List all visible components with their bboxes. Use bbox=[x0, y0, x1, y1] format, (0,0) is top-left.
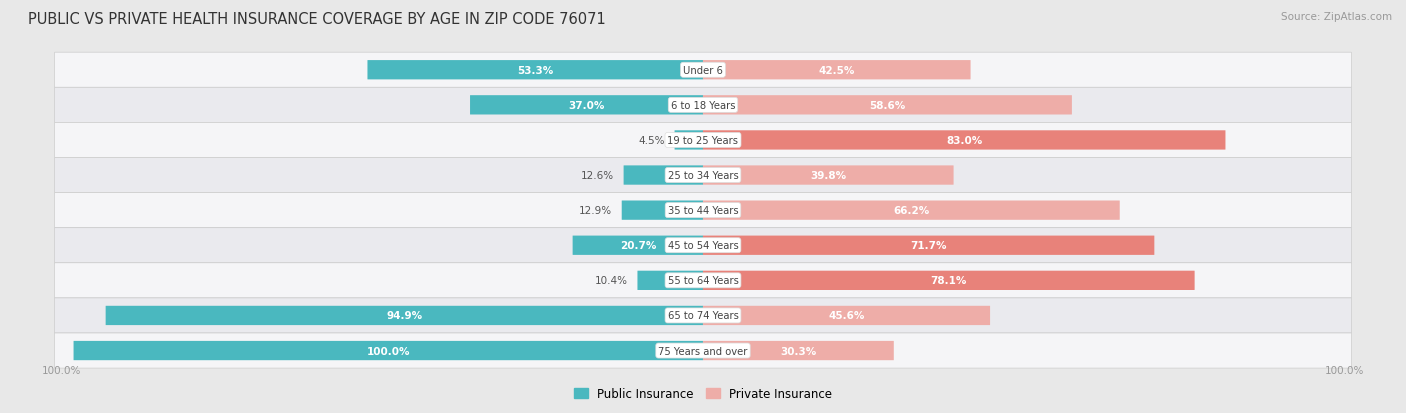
FancyBboxPatch shape bbox=[55, 123, 1351, 158]
Text: 25 to 34 Years: 25 to 34 Years bbox=[668, 171, 738, 180]
FancyBboxPatch shape bbox=[703, 61, 970, 80]
Text: 35 to 44 Years: 35 to 44 Years bbox=[668, 206, 738, 216]
FancyBboxPatch shape bbox=[703, 306, 990, 325]
Text: 55 to 64 Years: 55 to 64 Years bbox=[668, 275, 738, 286]
Text: 94.9%: 94.9% bbox=[387, 311, 422, 320]
Text: 100.0%: 100.0% bbox=[42, 365, 82, 375]
Text: 71.7%: 71.7% bbox=[910, 241, 946, 251]
Text: Under 6: Under 6 bbox=[683, 66, 723, 76]
FancyBboxPatch shape bbox=[55, 228, 1351, 263]
Text: 100.0%: 100.0% bbox=[367, 346, 411, 356]
FancyBboxPatch shape bbox=[703, 341, 894, 360]
Text: 12.6%: 12.6% bbox=[581, 171, 614, 180]
Legend: Public Insurance, Private Insurance: Public Insurance, Private Insurance bbox=[569, 382, 837, 404]
FancyBboxPatch shape bbox=[55, 298, 1351, 333]
Text: 39.8%: 39.8% bbox=[810, 171, 846, 180]
FancyBboxPatch shape bbox=[572, 236, 703, 255]
FancyBboxPatch shape bbox=[703, 131, 1226, 150]
Text: 100.0%: 100.0% bbox=[1324, 365, 1364, 375]
Text: 4.5%: 4.5% bbox=[638, 135, 665, 146]
FancyBboxPatch shape bbox=[55, 158, 1351, 193]
FancyBboxPatch shape bbox=[624, 166, 703, 185]
Text: PUBLIC VS PRIVATE HEALTH INSURANCE COVERAGE BY AGE IN ZIP CODE 76071: PUBLIC VS PRIVATE HEALTH INSURANCE COVER… bbox=[28, 12, 606, 27]
Text: 10.4%: 10.4% bbox=[595, 275, 628, 286]
FancyBboxPatch shape bbox=[703, 236, 1154, 255]
Text: 65 to 74 Years: 65 to 74 Years bbox=[668, 311, 738, 320]
Text: 66.2%: 66.2% bbox=[893, 206, 929, 216]
Text: 42.5%: 42.5% bbox=[818, 66, 855, 76]
FancyBboxPatch shape bbox=[703, 271, 1195, 290]
Text: 75 Years and over: 75 Years and over bbox=[658, 346, 748, 356]
Text: 58.6%: 58.6% bbox=[869, 101, 905, 111]
FancyBboxPatch shape bbox=[105, 306, 703, 325]
FancyBboxPatch shape bbox=[703, 201, 1119, 220]
Text: 45 to 54 Years: 45 to 54 Years bbox=[668, 241, 738, 251]
Text: 37.0%: 37.0% bbox=[568, 101, 605, 111]
Text: 53.3%: 53.3% bbox=[517, 66, 554, 76]
FancyBboxPatch shape bbox=[55, 88, 1351, 123]
Text: 45.6%: 45.6% bbox=[828, 311, 865, 320]
FancyBboxPatch shape bbox=[55, 263, 1351, 298]
Text: 30.3%: 30.3% bbox=[780, 346, 817, 356]
Text: 19 to 25 Years: 19 to 25 Years bbox=[668, 135, 738, 146]
FancyBboxPatch shape bbox=[470, 96, 703, 115]
FancyBboxPatch shape bbox=[73, 341, 703, 360]
FancyBboxPatch shape bbox=[675, 131, 703, 150]
FancyBboxPatch shape bbox=[621, 201, 703, 220]
FancyBboxPatch shape bbox=[55, 193, 1351, 228]
Text: 12.9%: 12.9% bbox=[579, 206, 613, 216]
Text: 78.1%: 78.1% bbox=[931, 275, 967, 286]
FancyBboxPatch shape bbox=[55, 333, 1351, 368]
Text: Source: ZipAtlas.com: Source: ZipAtlas.com bbox=[1281, 12, 1392, 22]
FancyBboxPatch shape bbox=[55, 53, 1351, 88]
FancyBboxPatch shape bbox=[637, 271, 703, 290]
Text: 83.0%: 83.0% bbox=[946, 135, 983, 146]
Text: 20.7%: 20.7% bbox=[620, 241, 657, 251]
FancyBboxPatch shape bbox=[703, 166, 953, 185]
FancyBboxPatch shape bbox=[367, 61, 703, 80]
Text: 6 to 18 Years: 6 to 18 Years bbox=[671, 101, 735, 111]
FancyBboxPatch shape bbox=[703, 96, 1071, 115]
